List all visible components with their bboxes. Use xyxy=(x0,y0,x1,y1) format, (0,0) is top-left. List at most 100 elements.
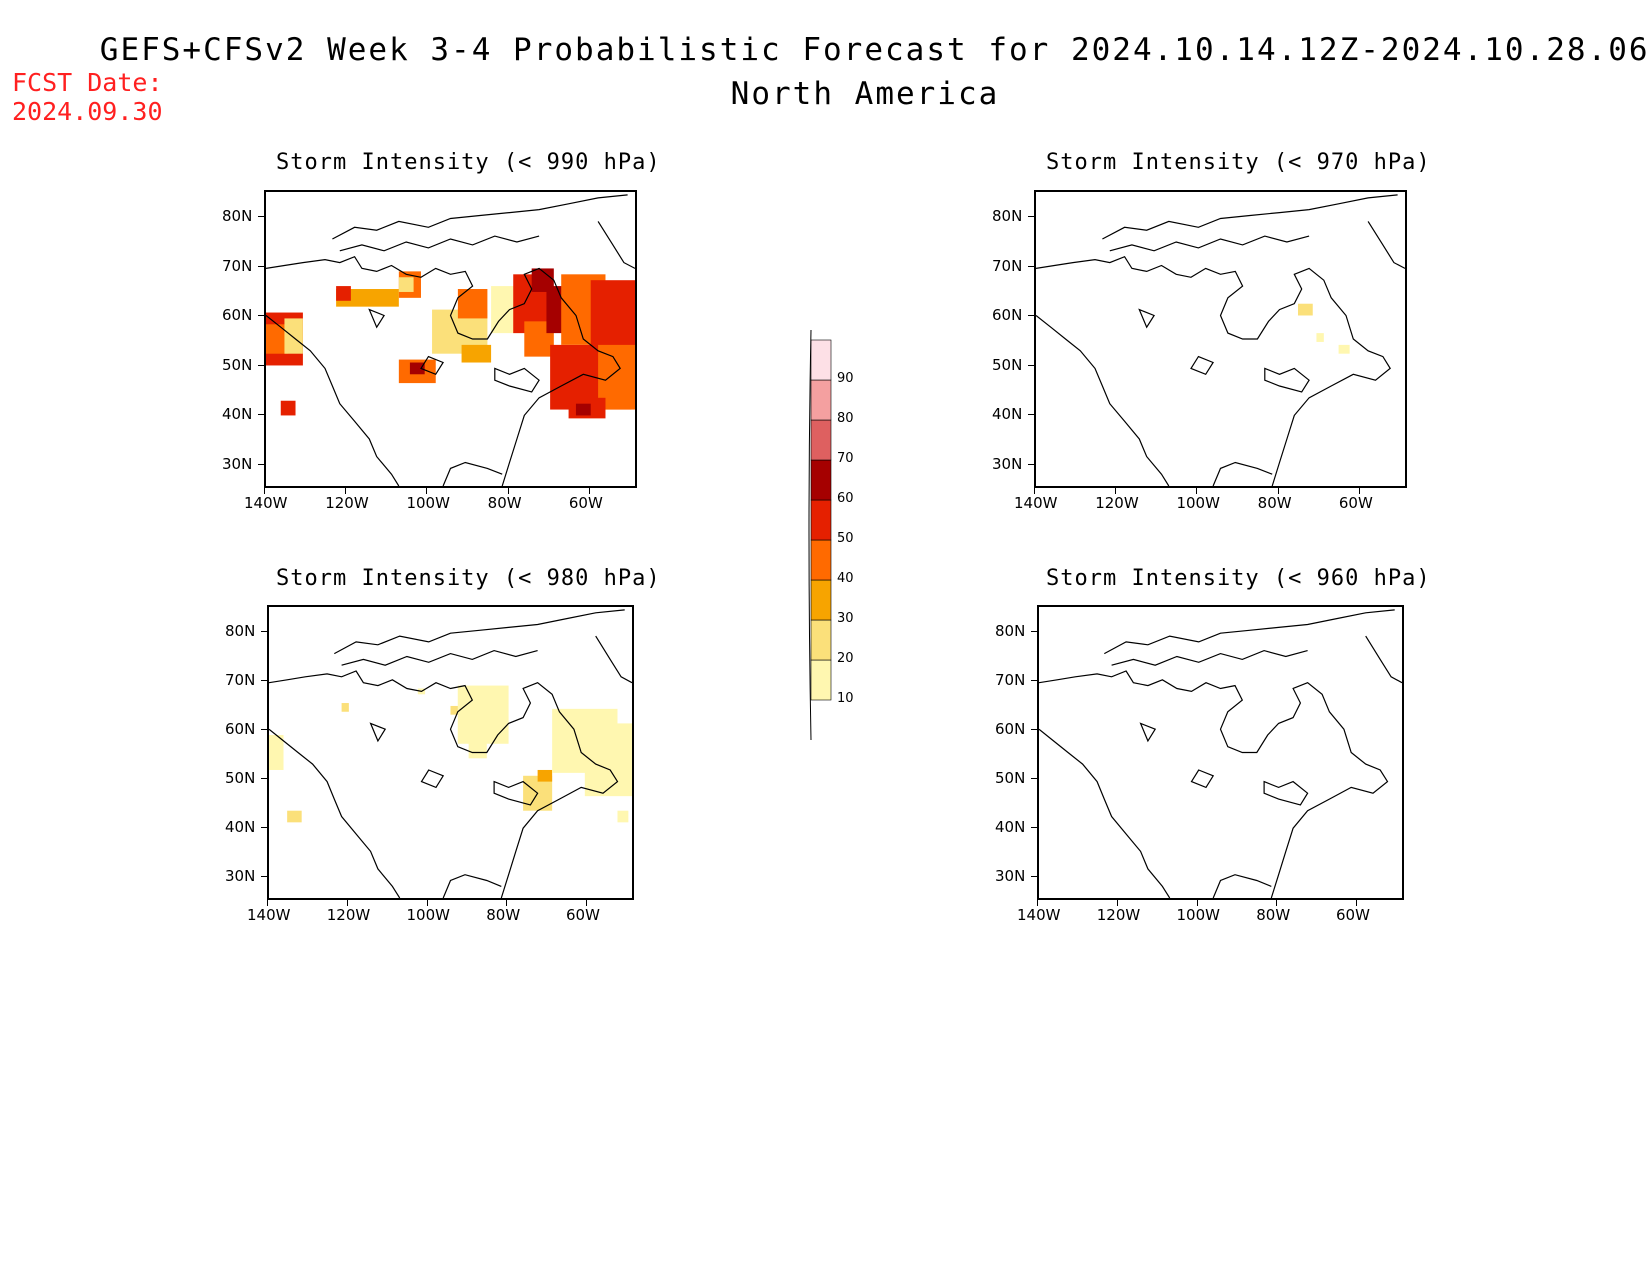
lon-label: 140W xyxy=(1014,494,1058,512)
colorbar-swatch xyxy=(810,659,832,701)
lon-label: 120W xyxy=(325,494,369,512)
lat-label: 60N xyxy=(225,720,256,738)
coastline xyxy=(595,635,632,684)
map-p970 xyxy=(1034,190,1407,488)
coastline xyxy=(1138,308,1155,329)
colorbar-label: 30 xyxy=(837,611,854,626)
main-title: GEFS+CFSv2 Week 3-4 Probabilistic Foreca… xyxy=(99,32,1650,68)
forecast-date-value: 2024.09.30 xyxy=(12,97,163,126)
lat-tick xyxy=(261,729,267,730)
lat-label: 80N xyxy=(222,207,253,225)
coastline xyxy=(442,461,503,486)
colorbar-swatch xyxy=(810,339,832,381)
lon-label: 140W xyxy=(244,494,288,512)
lon-tick xyxy=(346,900,348,906)
lon-label: 60W xyxy=(1336,906,1370,924)
lon-tick xyxy=(1115,488,1117,494)
panel-title-p980: Storm Intensity (< 980 hPa) xyxy=(276,566,661,591)
probability-cell xyxy=(457,289,488,319)
coastline xyxy=(1104,609,1395,655)
map-svg-p970 xyxy=(1036,194,1405,486)
coastline xyxy=(1263,780,1309,806)
lon-tick xyxy=(1276,900,1278,906)
lat-tick xyxy=(1031,631,1037,632)
lon-label: 60W xyxy=(568,494,603,512)
probability-cell xyxy=(266,324,289,354)
coastline xyxy=(494,367,540,393)
panel-title-p960: Storm Intensity (< 960 hPa) xyxy=(1046,566,1431,591)
lat-tick xyxy=(1028,265,1034,267)
probability-cell xyxy=(584,723,632,797)
probability-cell xyxy=(269,735,284,770)
region-subtitle: North America xyxy=(730,76,1000,112)
probability-cell xyxy=(336,286,351,301)
lat-label: 60N xyxy=(992,306,1023,325)
lon-tick xyxy=(1358,488,1360,494)
coastline xyxy=(266,315,400,486)
lat-tick xyxy=(1031,729,1037,730)
coastline xyxy=(1036,255,1391,486)
lat-tick xyxy=(1028,315,1034,317)
probability-cell xyxy=(537,769,553,782)
lat-tick xyxy=(258,364,264,366)
colorbar-label: 90 xyxy=(837,371,854,386)
lon-tick xyxy=(1034,488,1035,494)
panel-title-p990: Storm Intensity (< 990 hPa) xyxy=(276,150,661,175)
lat-tick xyxy=(258,216,264,217)
lat-tick xyxy=(1028,364,1034,366)
lon-tick xyxy=(264,488,265,494)
coastline xyxy=(1264,367,1310,393)
lon-tick xyxy=(1277,488,1279,494)
lon-label: 140W xyxy=(247,906,291,924)
coastline xyxy=(442,874,502,898)
lat-tick xyxy=(261,876,267,877)
lon-label: 80W xyxy=(487,494,522,512)
lon-tick xyxy=(506,900,508,906)
lon-label: 100W xyxy=(1176,906,1220,924)
lat-label: 30N xyxy=(225,867,256,885)
lon-tick xyxy=(1356,900,1358,906)
colorbar-swatch xyxy=(810,379,832,421)
map-p980 xyxy=(267,605,634,900)
lon-tick xyxy=(507,488,509,494)
lon-label: 140W xyxy=(1017,906,1061,924)
lat-label: 30N xyxy=(995,867,1026,885)
lon-label: 60W xyxy=(1338,494,1373,512)
lat-label: 70N xyxy=(222,256,253,275)
coastline xyxy=(266,255,621,486)
lat-label: 40N xyxy=(225,818,256,836)
colorbar: 10 20 30 40 50 60 70 80 90 xyxy=(805,329,865,754)
lon-label: 120W xyxy=(1096,906,1141,924)
colorbar-swatch xyxy=(810,459,832,501)
colorbar-swatch xyxy=(810,419,832,461)
lon-tick xyxy=(1196,900,1198,906)
lat-tick xyxy=(1028,464,1034,465)
colorbar-label: 70 xyxy=(837,451,854,466)
probability-cell xyxy=(575,403,591,416)
lon-label: 80W xyxy=(1257,494,1292,512)
coastline xyxy=(1109,235,1310,252)
lat-tick xyxy=(261,827,267,828)
lat-label: 40N xyxy=(995,818,1026,836)
lat-label: 80N xyxy=(995,622,1026,640)
colorbar-label: 50 xyxy=(837,531,854,546)
lat-label: 50N xyxy=(992,355,1023,374)
lat-label: 60N xyxy=(995,720,1026,738)
lat-tick xyxy=(1031,778,1037,779)
map-svg-p960 xyxy=(1039,609,1402,898)
probability-cell xyxy=(1338,344,1350,354)
map-svg-p990 xyxy=(266,194,635,486)
lat-label: 70N xyxy=(992,256,1023,275)
lat-tick xyxy=(258,265,264,267)
colorbar-label: 40 xyxy=(837,571,854,586)
coastline xyxy=(1190,355,1214,376)
probability-cell xyxy=(341,703,349,712)
map-svg-p980 xyxy=(269,609,632,898)
probability-cell xyxy=(284,318,303,354)
probability-cell xyxy=(280,400,296,416)
lat-tick xyxy=(1031,827,1037,828)
coastline xyxy=(1367,221,1405,269)
coastline xyxy=(420,355,444,376)
probability-cell xyxy=(1297,303,1313,316)
lat-label: 50N xyxy=(222,355,253,374)
